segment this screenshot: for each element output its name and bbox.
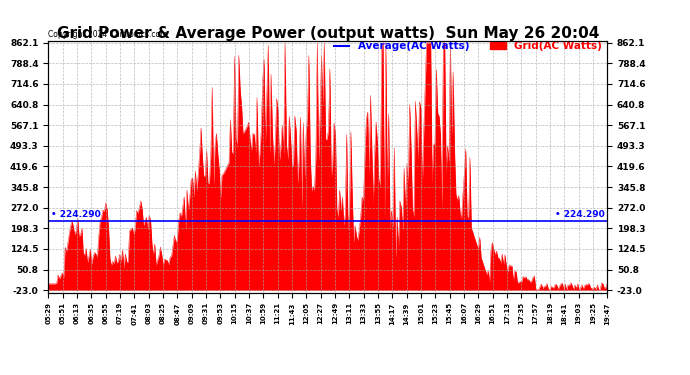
Text: • 224.290: • 224.290 bbox=[555, 210, 604, 219]
Text: Copyright 2024 Cartronics.com: Copyright 2024 Cartronics.com bbox=[48, 30, 168, 39]
Title: Grid Power & Average Power (output watts)  Sun May 26 20:04: Grid Power & Average Power (output watts… bbox=[57, 26, 599, 41]
Legend: Average(AC Watts), Grid(AC Watts): Average(AC Watts), Grid(AC Watts) bbox=[334, 41, 602, 51]
Text: • 224.290: • 224.290 bbox=[51, 210, 101, 219]
